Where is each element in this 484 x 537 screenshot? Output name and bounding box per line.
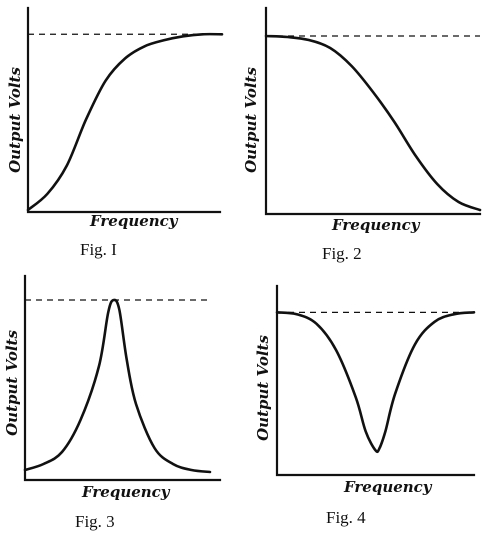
response-curve [23,298,212,474]
axes [26,6,222,214]
figure-1-plot: Output Volts [6,6,224,214]
x-axis-label: Frequency [82,483,170,501]
figure-caption: Fig. 4 [326,508,366,527]
x-axis-label: Frequency [90,212,178,230]
svg-text:Output Volts: Output Volts [254,335,272,441]
svg-text:Output Volts: Output Volts [242,67,260,173]
figure-2-panel: Output Volts Frequency Fig. 2 [242,0,484,268]
y-axis-label: Output Volts [254,335,272,441]
y-axis-label: Output Volts [6,67,24,173]
figure-2-plot: Output Volts [242,6,482,216]
figure-4-plot: Output Volts [254,284,476,477]
response-curve [26,32,224,212]
response-curve [275,311,476,454]
response-curve [264,34,482,212]
figure-caption: Fig. 2 [322,244,362,263]
y-axis-label: Output Volts [242,67,260,173]
figure-3-panel: Output Volts Frequency Fig. 3 [0,268,240,536]
figure-4-panel: Output Volts Frequency Fig. 4 [244,268,484,536]
y-axis-label: Output Volts [3,330,21,436]
svg-text:Output Volts: Output Volts [6,67,24,173]
axes [264,6,482,216]
figure-caption: Fig. 3 [75,512,115,531]
axes [275,284,476,477]
axes [23,274,222,482]
figure-caption: Fig. I [80,240,117,259]
svg-text:Output Volts: Output Volts [3,330,21,436]
x-axis-label: Frequency [344,478,432,496]
x-axis-label: Frequency [332,216,420,234]
figure-1-panel: Output Volts Frequency Fig. I [0,0,240,268]
figure-3-plot: Output Volts [3,274,222,482]
